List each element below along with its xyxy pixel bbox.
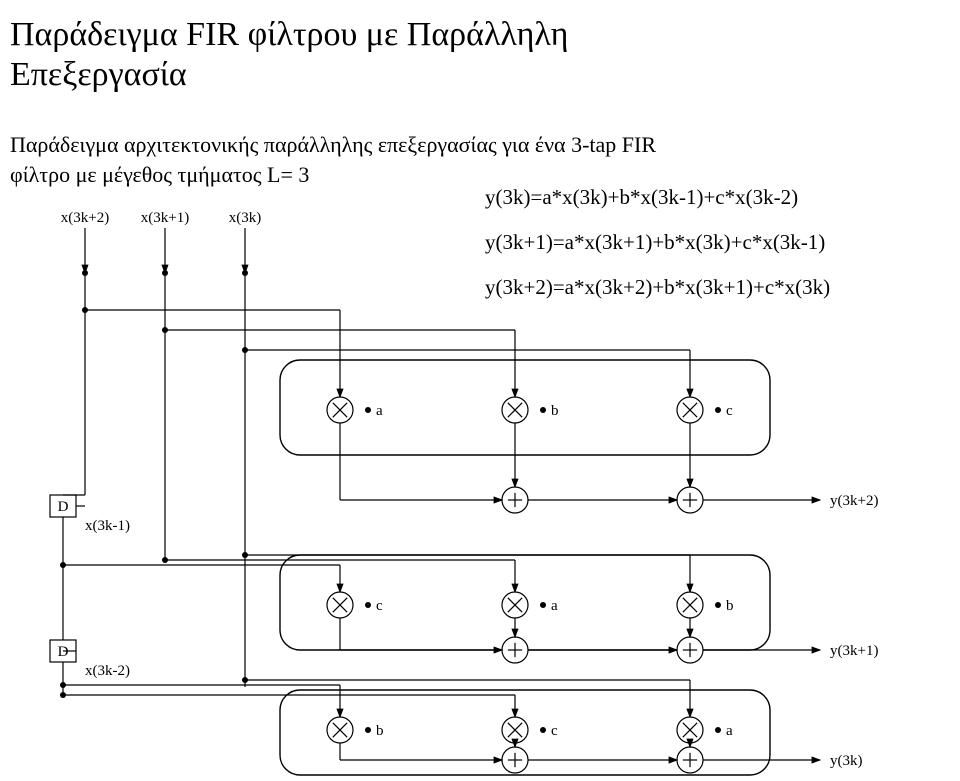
fir-diagram: x(3k+2) x(3k+1) x(3k) a b c y(3k+2) Dx(3k-1) c a b…	[30, 200, 930, 780]
svg-text:b: b	[551, 403, 559, 419]
svg-text:y(3k+2): y(3k+2)	[830, 493, 878, 509]
svg-text:x(3k): x(3k)	[229, 210, 262, 226]
svg-text:b: b	[726, 598, 734, 614]
svg-text:c: c	[376, 598, 383, 614]
svg-text:c: c	[726, 403, 733, 419]
svg-text:c: c	[551, 723, 558, 739]
svg-text:a: a	[551, 598, 558, 614]
svg-text:a: a	[726, 723, 733, 739]
svg-text:x(3k-2): x(3k-2)	[85, 663, 130, 679]
svg-text:b: b	[376, 723, 384, 739]
svg-text:a: a	[376, 403, 383, 419]
page-title-line2: Επεξεργασία	[10, 56, 187, 94]
subtitle-line1: Παράδειγμα αρχιτεκτονικής παράλληλης επε…	[10, 132, 656, 157]
svg-text:D: D	[58, 499, 69, 515]
svg-text:y(3k+1): y(3k+1)	[830, 643, 878, 659]
page-subtitle: Παράδειγμα αρχιτεκτονικής παράλληλης επε…	[10, 130, 656, 189]
svg-text:y(3k): y(3k)	[830, 753, 863, 769]
page: Παράδειγμα FIR φίλτρου με Παράλληλη Επεξ…	[0, 0, 960, 781]
svg-text:D: D	[58, 644, 69, 660]
page-title-line1: Παράδειγμα FIR φίλτρου με Παράλληλη	[10, 16, 568, 54]
subtitle-line2: φίλτρο με μέγεθος τμήματος L= 3	[10, 162, 309, 187]
svg-text:x(3k-1): x(3k-1)	[85, 518, 130, 534]
svg-text:x(3k+2): x(3k+2)	[61, 210, 109, 226]
svg-text:x(3k+1): x(3k+1)	[141, 210, 189, 226]
